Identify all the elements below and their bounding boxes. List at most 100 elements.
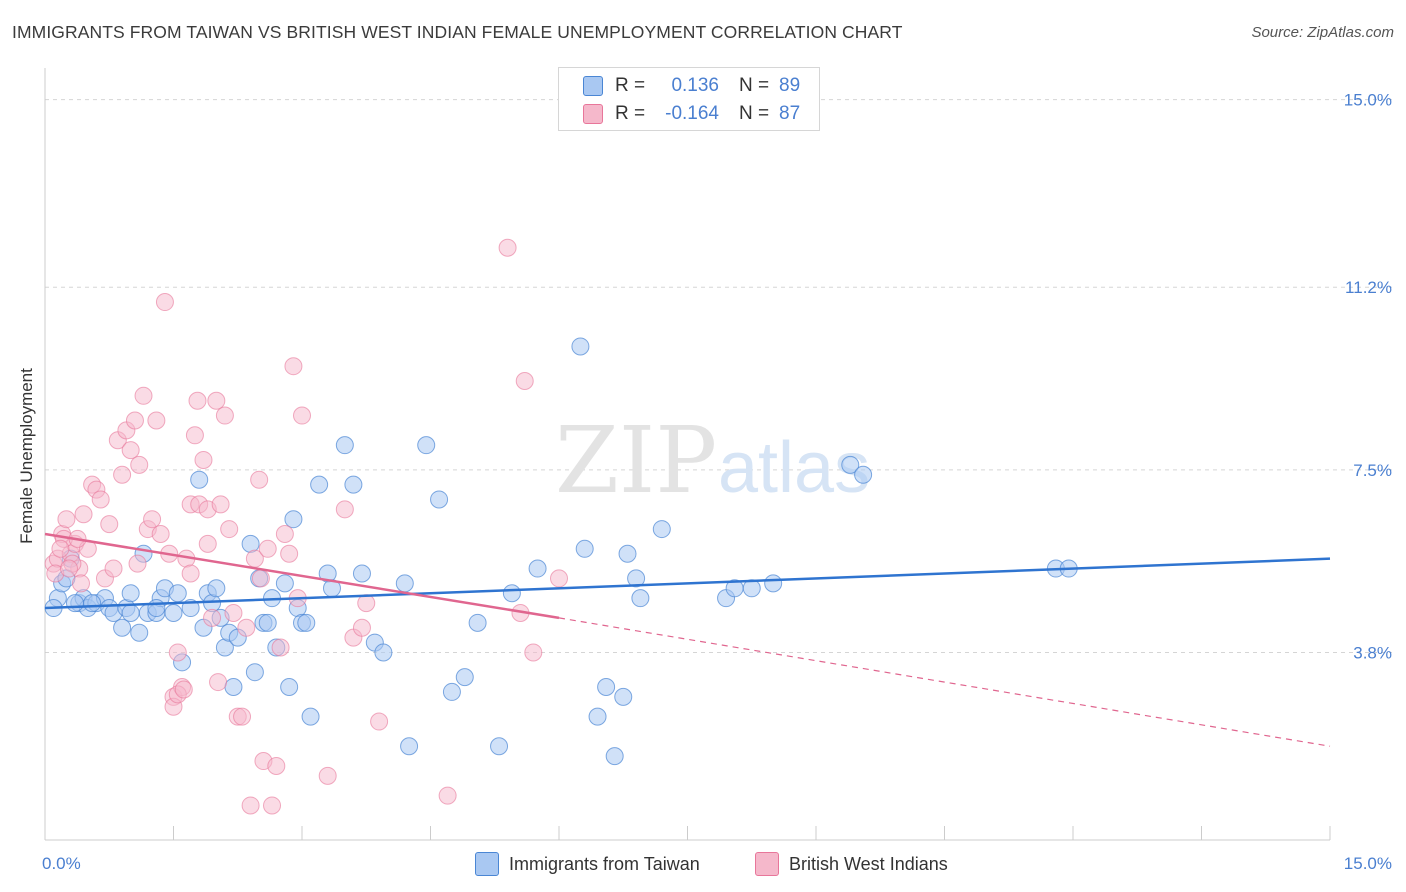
data-point-taiwan [297, 613, 316, 632]
legend-item-bwi: British West Indians [755, 852, 948, 876]
data-point-bwi [128, 554, 147, 573]
data-point-taiwan [430, 490, 449, 509]
data-point-bwi [251, 569, 270, 588]
data-point-bwi [237, 618, 256, 637]
data-point-bwi [220, 520, 239, 539]
data-point-bwi [188, 391, 207, 410]
data-point-taiwan [631, 589, 650, 608]
data-point-bwi [174, 680, 193, 699]
data-point-taiwan [605, 747, 624, 766]
data-point-bwi [121, 441, 140, 460]
data-point-bwi [293, 406, 311, 425]
data-point-bwi [203, 608, 222, 627]
data-point-taiwan [575, 539, 594, 558]
data-point-bwi [143, 510, 162, 529]
data-point-bwi [224, 603, 243, 622]
data-point-taiwan [588, 707, 607, 726]
data-point-bwi [352, 618, 371, 637]
data-point-taiwan [130, 623, 149, 642]
data-point-bwi [271, 638, 290, 657]
data-point-bwi [134, 386, 153, 405]
data-point-bwi [241, 796, 260, 815]
data-point-taiwan [374, 643, 393, 662]
data-point-taiwan [528, 559, 547, 578]
data-point-taiwan [241, 534, 260, 553]
trend-line-taiwan [44, 557, 1331, 610]
y-tick-label: 15.0% [1344, 91, 1392, 110]
data-point-bwi [104, 559, 123, 578]
data-point-bwi [550, 569, 568, 588]
data-point-bwi [284, 357, 303, 376]
data-point-taiwan [344, 475, 363, 494]
data-point-bwi [207, 391, 226, 410]
data-point-bwi [71, 574, 90, 593]
series-bwi-points [44, 238, 568, 815]
data-point-taiwan [352, 564, 371, 583]
data-point-taiwan [65, 594, 84, 613]
data-point-bwi [181, 564, 200, 583]
data-point-taiwan [280, 678, 299, 696]
legend-swatch-taiwan [475, 852, 499, 876]
data-point-bwi [267, 756, 286, 775]
data-point-bwi [91, 490, 110, 509]
data-point-bwi [275, 525, 294, 543]
chart-source: Source: ZipAtlas.com [1251, 24, 1394, 41]
data-point-taiwan [502, 584, 521, 603]
data-point-taiwan [627, 569, 646, 588]
legend-swatch-bwi [583, 104, 603, 124]
legend-row-bwi: R = -0.164 N = 87 [583, 101, 800, 127]
data-point-taiwan [147, 599, 166, 618]
data-point-bwi [147, 411, 166, 430]
data-point-taiwan [764, 574, 783, 593]
legend-n-value: 87 [779, 103, 801, 124]
data-point-taiwan [83, 594, 102, 613]
data-point-taiwan [121, 603, 140, 622]
data-point-bwi [130, 455, 149, 474]
data-point-taiwan [618, 544, 637, 563]
data-point-taiwan [301, 707, 320, 726]
legend-label-bwi: British West Indians [789, 853, 948, 874]
data-point-taiwan [310, 475, 329, 494]
data-point-taiwan [442, 682, 461, 701]
data-point-bwi [209, 673, 228, 692]
data-point-bwi [74, 505, 93, 524]
data-point-taiwan [284, 510, 303, 529]
data-point-taiwan [841, 455, 860, 474]
data-point-bwi [185, 426, 204, 445]
x-tick-label: 0.0% [42, 854, 81, 873]
legend-r-label: R = [615, 75, 646, 96]
legend-r-label: R = [615, 103, 646, 124]
data-point-bwi [438, 786, 457, 805]
data-point-bwi [524, 643, 543, 662]
data-point-bwi [113, 465, 132, 484]
data-point-bwi [498, 238, 517, 257]
data-point-bwi [151, 525, 170, 543]
trend-line-bwi-extension [558, 617, 1331, 747]
data-point-taiwan [652, 520, 671, 539]
legend-n-label: N = [739, 75, 770, 96]
data-point-taiwan [258, 613, 277, 632]
legend-item-taiwan: Immigrants from Taiwan [475, 852, 700, 876]
watermark-zip: ZIP [555, 407, 717, 514]
data-point-taiwan [854, 465, 873, 484]
data-point-bwi [194, 450, 213, 469]
data-point-taiwan [490, 737, 509, 756]
data-point-taiwan [597, 678, 616, 696]
data-point-bwi [335, 500, 354, 519]
axes [44, 68, 1331, 841]
trend-lines [44, 532, 1331, 747]
x-tick-labels: 0.0% 15.0% [42, 854, 1392, 873]
data-point-taiwan [468, 613, 487, 632]
legend-label-taiwan: Immigrants from Taiwan [509, 853, 700, 874]
data-point-taiwan [245, 663, 264, 682]
legend-r-value: 0.136 [671, 75, 719, 96]
data-point-taiwan [121, 584, 140, 603]
stats-legend: R = 0.136 N = 89 R = -0.164 N = 87 [558, 67, 820, 131]
x-tick-label: 15.0% [1344, 854, 1392, 873]
y-tick-label: 11.2% [1345, 278, 1392, 297]
legend-swatch-taiwan [583, 76, 603, 96]
data-point-taiwan [417, 436, 436, 455]
data-point-bwi [51, 539, 70, 558]
data-point-bwi [250, 470, 269, 489]
y-tick-label: 3.8% [1353, 643, 1392, 662]
